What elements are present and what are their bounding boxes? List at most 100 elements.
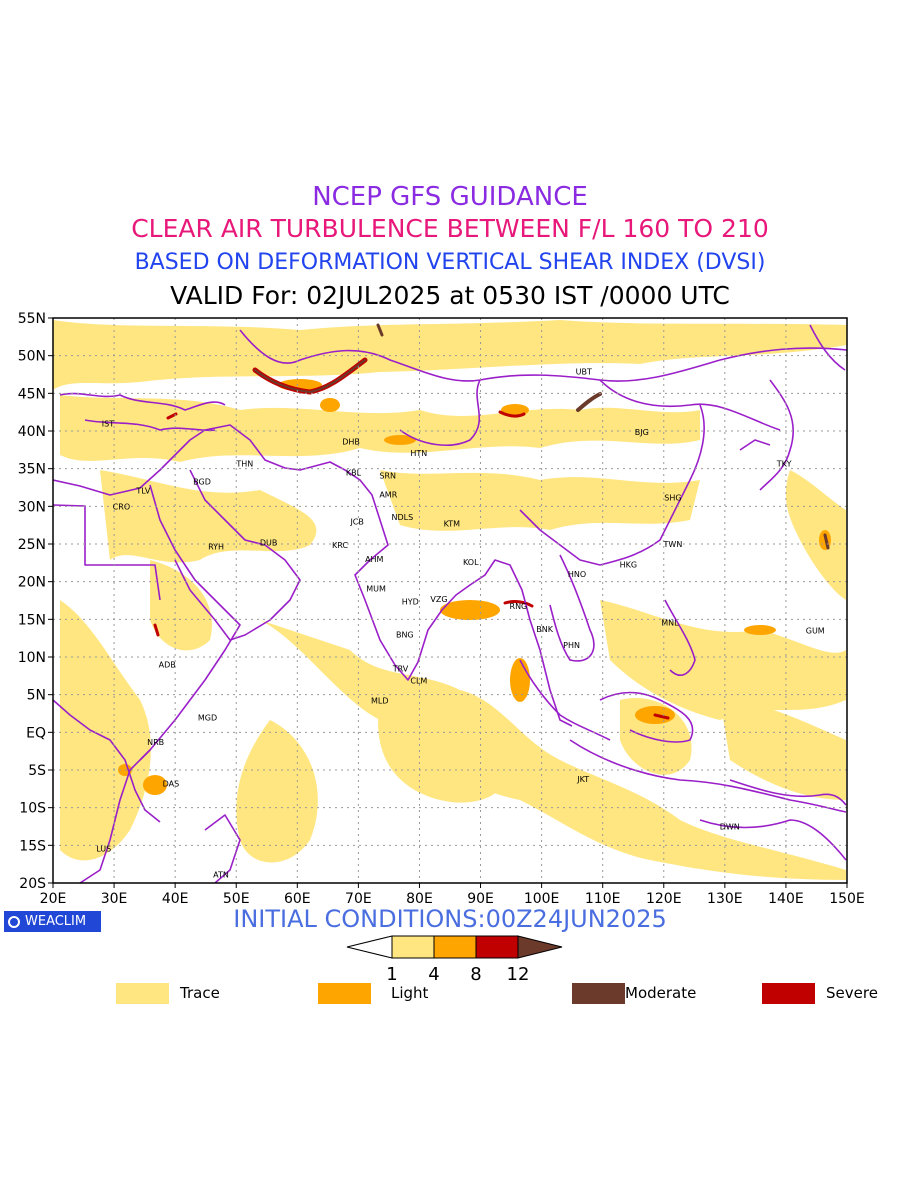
station-label: NRB bbox=[147, 738, 164, 747]
legend-swatch-light bbox=[318, 983, 371, 1004]
lat-tick-label: 40N bbox=[18, 424, 46, 440]
station-label: ADB bbox=[159, 661, 176, 670]
latitude-axis: 55N 50N 45N 40N 35N 30N 25N 20N 15N 10N 5N EQ 5S 10S 1… bbox=[18, 311, 53, 892]
title-line-3: BASED ON DEFORMATION VERTICAL SHEAR INDE… bbox=[134, 250, 766, 275]
legend-swatch-trace bbox=[116, 983, 169, 1004]
lat-tick-label: 5S bbox=[28, 763, 46, 779]
title-line-2: CLEAR AIR TURBULENCE BETWEEN F/L 160 TO … bbox=[131, 214, 769, 243]
lat-tick-label: 55N bbox=[18, 311, 46, 327]
station-label: LUS bbox=[96, 844, 111, 853]
initial-conditions: INITIAL CONDITIONS:00Z24JUN2025 bbox=[233, 905, 667, 933]
badge-label: WEACLIM bbox=[25, 914, 87, 929]
valid-time: VALID For: 02JUL2025 at 0530 IST /0000 U… bbox=[170, 281, 730, 310]
turbulence-map: UBT BJG TKY SHG TWN HKG HNO MNL GUM BNK PHN RNG JKT D… bbox=[0, 300, 900, 920]
station-label: NDLS bbox=[392, 513, 414, 522]
lon-tick-label: 120E bbox=[646, 891, 682, 907]
station-label: AMR bbox=[379, 490, 397, 499]
lon-tick-label: 40E bbox=[162, 891, 189, 907]
station-label: CLM bbox=[410, 676, 427, 685]
lon-tick-label: 70E bbox=[345, 891, 372, 907]
country-borders bbox=[53, 324, 847, 883]
lat-tick-label: 20S bbox=[19, 876, 46, 892]
station-label: ATN bbox=[213, 871, 229, 880]
station-label: CRO bbox=[113, 502, 130, 511]
station-label: TWN bbox=[663, 540, 683, 549]
lon-tick-label: 100E bbox=[524, 891, 560, 907]
legend-label-severe: Severe bbox=[826, 984, 878, 1002]
weaclim-badge: WEACLIM bbox=[4, 911, 101, 932]
station-label: BNG bbox=[396, 630, 414, 639]
colorbar-light bbox=[433, 935, 477, 959]
station-label: HTN bbox=[410, 449, 427, 458]
station-label: MNL bbox=[661, 618, 679, 627]
station-label: THN bbox=[235, 459, 253, 468]
lon-tick-label: 140E bbox=[768, 891, 804, 907]
station-label: SHG bbox=[664, 493, 681, 502]
station-label: HNO bbox=[568, 570, 586, 579]
station-label: VZG bbox=[430, 595, 447, 604]
station-label: JKT bbox=[576, 775, 589, 784]
lon-tick-label: 60E bbox=[284, 891, 311, 907]
map-canvas: UBT BJG TKY SHG TWN HKG HNO MNL GUM BNK PHN RNG JKT D… bbox=[18, 311, 865, 907]
station-label: MLD bbox=[371, 697, 389, 706]
lat-tick-label: 10N bbox=[18, 650, 46, 666]
colorbar-severe bbox=[475, 935, 519, 959]
longitude-axis: 20E 30E 40E 50E 60E 70E 80E 90E 100E 110E 120E 130E… bbox=[40, 883, 865, 907]
station-label: KRC bbox=[332, 541, 348, 550]
station-label: MGD bbox=[198, 713, 217, 722]
station-label: AHM bbox=[365, 555, 383, 564]
station-label: IST bbox=[102, 419, 114, 428]
lat-tick-label: 5N bbox=[27, 688, 46, 704]
lat-tick-label: 50N bbox=[18, 349, 46, 365]
station-label: KBL bbox=[346, 468, 362, 477]
legend-swatch-severe bbox=[762, 983, 815, 1004]
lon-tick-label: 90E bbox=[467, 891, 494, 907]
grid-lines bbox=[53, 318, 847, 883]
station-label: PHN bbox=[563, 641, 580, 650]
station-label: KOL bbox=[463, 558, 479, 567]
station-label: DUB bbox=[260, 538, 278, 547]
station-label: DAS bbox=[163, 780, 180, 789]
station-label: HYD bbox=[402, 597, 419, 606]
station-label: SRN bbox=[379, 471, 396, 480]
station-labels: UBT BJG TKY SHG TWN HKG HNO MNL GUM BNK PHN RNG JKT D… bbox=[96, 367, 825, 879]
station-label: UBT bbox=[576, 367, 592, 376]
legend-label-trace: Trace bbox=[180, 984, 220, 1002]
station-label: BNK bbox=[536, 625, 553, 634]
station-label: HKG bbox=[620, 560, 637, 569]
colorbar-tick: 1 bbox=[386, 964, 397, 984]
lat-tick-label: 30N bbox=[18, 499, 46, 515]
colorbar-tick: 4 bbox=[428, 964, 439, 984]
colorbar-tick: 8 bbox=[470, 964, 481, 984]
lat-tick-label: 10S bbox=[19, 801, 46, 817]
lat-tick-label: 15N bbox=[18, 612, 46, 628]
lat-tick-label: 20N bbox=[18, 575, 46, 591]
station-label: GUM bbox=[806, 627, 825, 636]
station-label: DHB bbox=[342, 438, 360, 447]
station-label: TKY bbox=[776, 459, 792, 468]
severe-moderate-turbulence bbox=[153, 323, 830, 720]
station-label: RYH bbox=[208, 542, 224, 551]
lat-tick-label: 15S bbox=[19, 838, 46, 854]
lon-tick-label: 50E bbox=[223, 891, 250, 907]
legend-label-moderate: Moderate bbox=[625, 984, 697, 1002]
station-label: KTM bbox=[444, 520, 461, 529]
legend-label-light: Light bbox=[391, 984, 429, 1002]
colorbar: 1 4 8 12 bbox=[346, 935, 563, 984]
logo-icon bbox=[8, 915, 20, 928]
lat-tick-label: EQ bbox=[26, 725, 46, 741]
station-label: TRV bbox=[392, 664, 409, 673]
station-label: DWN bbox=[720, 823, 740, 832]
lon-tick-label: 130E bbox=[707, 891, 743, 907]
lon-tick-label: 110E bbox=[585, 891, 621, 907]
lon-tick-label: 30E bbox=[101, 891, 128, 907]
map-frame bbox=[52, 317, 848, 884]
colorbar-low-arrow bbox=[346, 935, 393, 959]
station-label: JCB bbox=[349, 517, 363, 526]
station-label: BJG bbox=[635, 428, 649, 437]
title-line-1: NCEP GFS GUIDANCE bbox=[312, 182, 588, 212]
lat-tick-label: 25N bbox=[18, 537, 46, 553]
lon-tick-label: 80E bbox=[406, 891, 433, 907]
colorbar-trace bbox=[391, 935, 435, 959]
legend-swatch-moderate bbox=[572, 983, 625, 1004]
